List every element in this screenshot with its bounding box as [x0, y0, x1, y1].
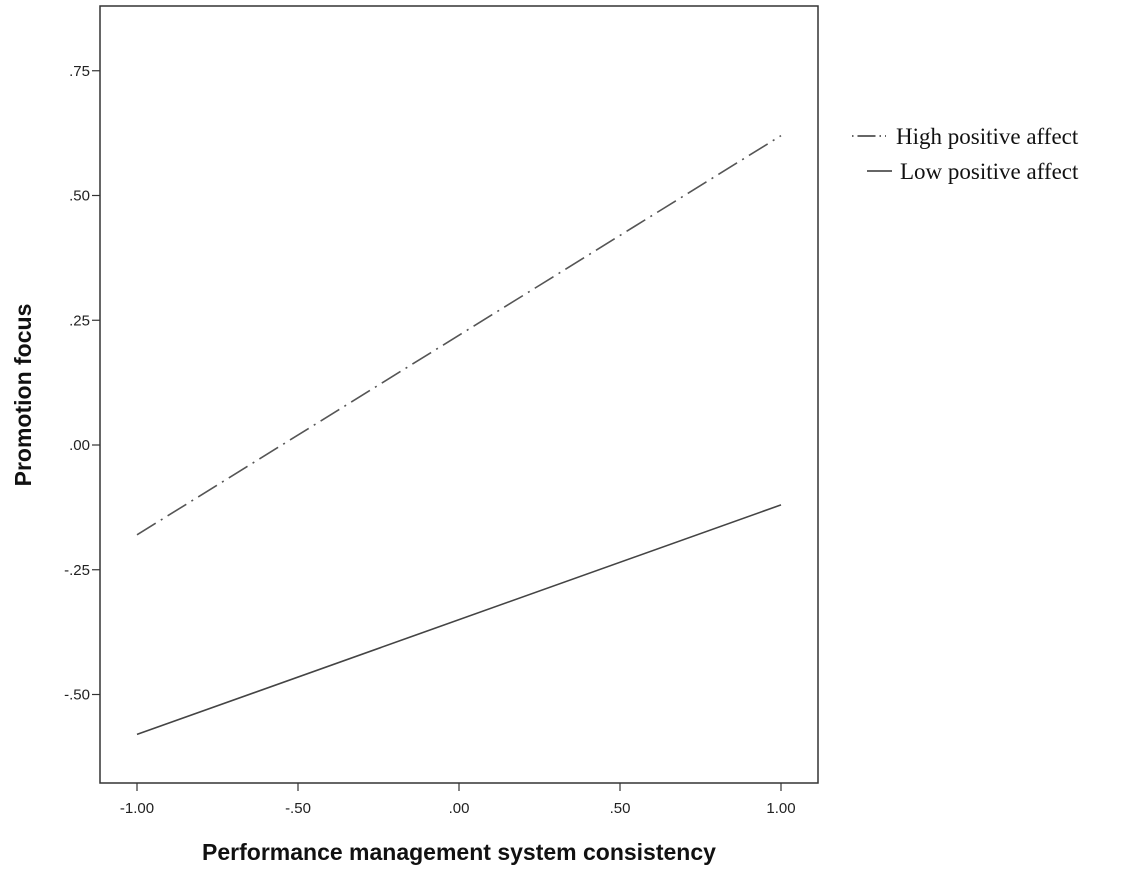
plot-frame [99, 5, 819, 784]
y-axis: -.50 -.25 .00 .25 .50 .75 [64, 63, 100, 704]
y-tick-label: .25 [69, 312, 90, 329]
legend-label-high-positive-affect: High positive affect [896, 124, 1079, 149]
x-axis: -1.00 -.50 .00 .50 1.00 [120, 783, 796, 817]
legend-label-low-positive-affect: Low positive affect [900, 159, 1079, 184]
y-tick-label: .00 [69, 437, 90, 454]
x-tick-label: .00 [449, 800, 470, 817]
x-tick-label: 1.00 [766, 800, 795, 817]
series-layer [136, 134, 782, 736]
x-tick-label: .50 [610, 800, 631, 817]
y-tick-label: -.25 [64, 562, 90, 579]
y-tick-label: .50 [69, 188, 90, 205]
x-tick-label: -.50 [285, 800, 311, 817]
x-axis-title: Performance management system consistenc… [202, 839, 716, 865]
series-line-low-positive-affect [136, 504, 782, 736]
y-tick-label: -.50 [64, 687, 90, 704]
y-axis-title: Promotion focus [10, 304, 36, 487]
plot-area-border [99, 5, 819, 784]
series-line-high-positive-affect [136, 134, 782, 536]
x-tick-label: -1.00 [120, 800, 154, 817]
legend: High positive affect Low positive affect [852, 124, 1079, 184]
y-tick-label: .75 [69, 63, 90, 80]
